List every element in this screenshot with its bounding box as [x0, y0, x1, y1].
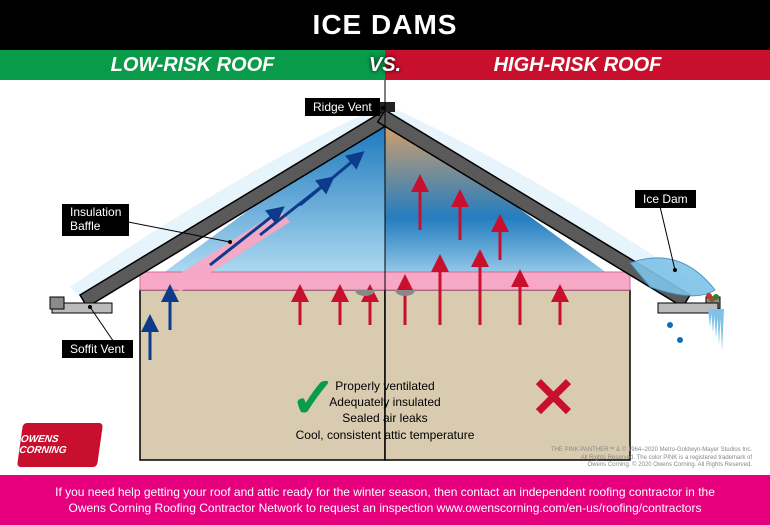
low-risk-label: LOW-RISK ROOF — [0, 50, 385, 80]
footer-line-2: Owens Corning Roofing Contractor Network… — [69, 501, 702, 515]
high-risk-label: HIGH-RISK ROOF — [385, 50, 770, 80]
callout-insulation-baffle-text: Insulation Baffle — [70, 205, 121, 233]
owens-corning-logo: OWENS CORNING — [17, 423, 103, 467]
fine-print: THE PINK PANTHER™ & © 1964–2020 Metro-Go… — [551, 447, 752, 469]
logo-text: OWENS CORNING — [18, 434, 101, 456]
vs-label: VS. — [369, 50, 401, 80]
callout-insulation-baffle: Insulation Baffle — [62, 204, 129, 236]
footer-line-1: If you need help getting your roof and a… — [55, 485, 715, 499]
callout-ice-dam: Ice Dam — [635, 190, 696, 208]
bullet-1: Properly ventilated — [255, 378, 515, 394]
bullet-4: Cool, consistent attic temperature — [255, 427, 515, 443]
callout-soffit-vent: Soffit Vent — [62, 340, 133, 358]
title-text: ICE DAMS — [313, 9, 458, 40]
title-bar: ICE DAMS — [0, 0, 770, 50]
infographic-stage: ICE DAMS LOW-RISK ROOF HIGH-RISK ROOF VS… — [0, 0, 770, 525]
footer-bar: If you need help getting your roof and a… — [0, 475, 770, 525]
xmark-icon: ✕ — [530, 370, 577, 426]
callout-ridge-vent: Ridge Vent — [305, 98, 380, 116]
bullet-2: Adequately insulated — [255, 394, 515, 410]
comparison-bar: LOW-RISK ROOF HIGH-RISK ROOF VS. — [0, 50, 770, 80]
bullet-list: Properly ventilated Adequately insulated… — [255, 378, 515, 443]
bullet-3: Sealed air leaks — [255, 410, 515, 426]
fine-print-text: THE PINK PANTHER™ & © 1964–2020 Metro-Go… — [551, 447, 752, 467]
